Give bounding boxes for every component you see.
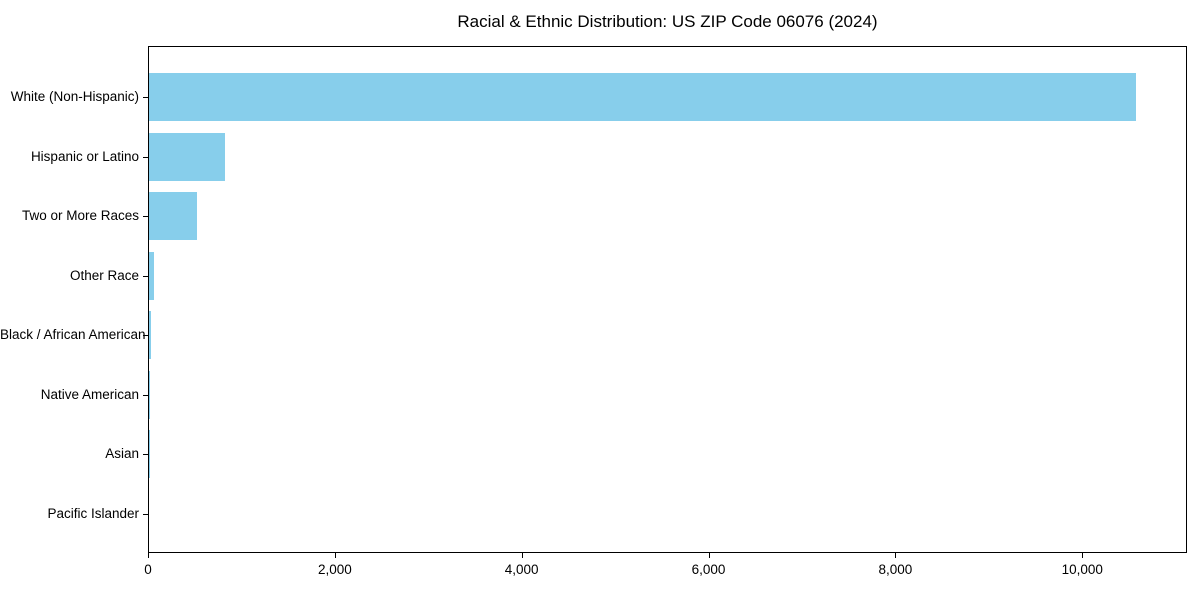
y-axis-label-native-american: Native American [40, 386, 139, 402]
y-axis-label-hispanic-or-latino: Hispanic or Latino [30, 148, 139, 164]
y-axis-label-two-or-more-races: Two or More Races [21, 208, 139, 224]
y-axis-tick [143, 156, 148, 158]
x-axis-tick [1082, 553, 1084, 558]
bar-white-non-hispanic [149, 73, 1136, 121]
plot-area [148, 46, 1187, 553]
x-axis-tick [708, 553, 710, 558]
y-axis-label-black-african-american: Black / African American [0, 327, 146, 343]
x-axis-label-4000: 4,000 [504, 562, 539, 577]
y-axis-tick [143, 454, 148, 456]
y-axis-tick [143, 216, 148, 218]
y-axis-label-asian: Asian [105, 446, 139, 462]
x-axis-label-10000: 10,000 [1061, 562, 1103, 577]
x-axis-label-8000: 8,000 [878, 562, 913, 577]
y-axis-tick [143, 394, 148, 396]
x-axis-tick [148, 553, 149, 558]
bar-native-american [149, 370, 150, 419]
bar-hispanic-or-latino [149, 132, 226, 181]
x-axis-label-2000: 2,000 [317, 562, 352, 577]
y-axis-tick [143, 513, 148, 515]
x-axis-label-6000: 6,000 [691, 562, 726, 577]
bar-other-race [149, 251, 154, 300]
bar-two-or-more-races [149, 192, 197, 241]
y-axis-label-pacific-islander: Pacific Islander [47, 505, 139, 521]
y-axis-label-white-non-hispanic: White (Non-Hispanic) [10, 89, 139, 104]
y-axis-label-other-race: Other Race [69, 267, 139, 283]
y-axis-tick [143, 97, 148, 98]
chart-title: Racial & Ethnic Distribution: US ZIP Cod… [457, 12, 878, 31]
y-axis-tick [143, 275, 148, 277]
bar-black-african-american [149, 311, 151, 360]
x-axis-tick [895, 553, 897, 558]
y-axis-tick [143, 335, 148, 337]
x-axis-label-0: 0 [144, 562, 152, 577]
x-axis-tick [521, 553, 523, 558]
x-axis-tick [334, 553, 336, 558]
